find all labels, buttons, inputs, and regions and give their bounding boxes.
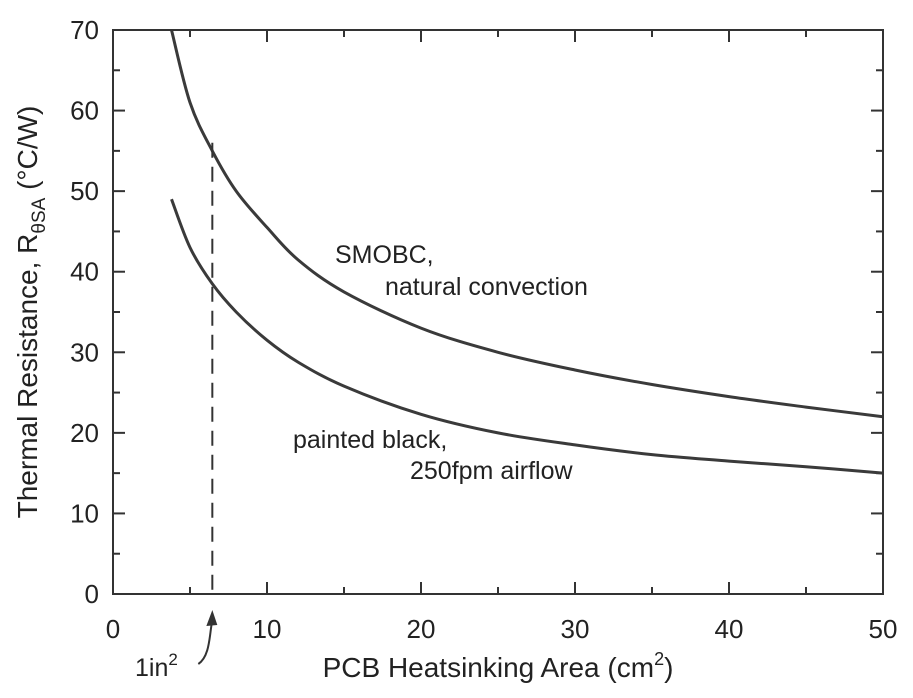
x-tick-label: 20 (407, 614, 436, 644)
x-tick-label: 0 (106, 614, 120, 644)
x-tick-label: 50 (869, 614, 898, 644)
series-2-line (170, 198, 884, 475)
y-tick-label: 0 (85, 579, 99, 609)
y-tick-label: 10 (70, 498, 99, 528)
marker-label: 1in2 (135, 650, 178, 682)
curves-layer (170, 29, 884, 475)
x-tick-label: 40 (715, 614, 744, 644)
curve1-label-line2: natural convection (385, 273, 588, 301)
y-tick-label: 70 (70, 15, 99, 45)
series-1-line (170, 29, 884, 419)
curve1-label-line1: SMOBC, (335, 241, 434, 269)
y-axis-title: Thermal Resistance, RθSA (°C/W) (12, 106, 50, 519)
x-axis-title: PCB Heatsinking Area (cm2) (323, 649, 674, 683)
curve2-label-line2: 250fpm airflow (410, 457, 574, 485)
y-tick-label: 20 (70, 418, 99, 448)
curve2-label-line1: painted black, (293, 426, 447, 454)
marker-arrow-icon (197, 619, 214, 665)
plot-frame (112, 29, 884, 595)
y-tick-label: 50 (70, 176, 99, 206)
ticks-layer: 0 10 20 30 40 50 60 70 0 10 20 30 40 50 (70, 15, 897, 644)
marker-arrowhead-icon (206, 610, 218, 626)
x-tick-label: 30 (561, 614, 590, 644)
y-tick-label: 60 (70, 96, 99, 126)
y-tick-label: 40 (70, 257, 99, 287)
y-tick-label: 30 (70, 337, 99, 367)
x-tick-label: 10 (253, 614, 282, 644)
